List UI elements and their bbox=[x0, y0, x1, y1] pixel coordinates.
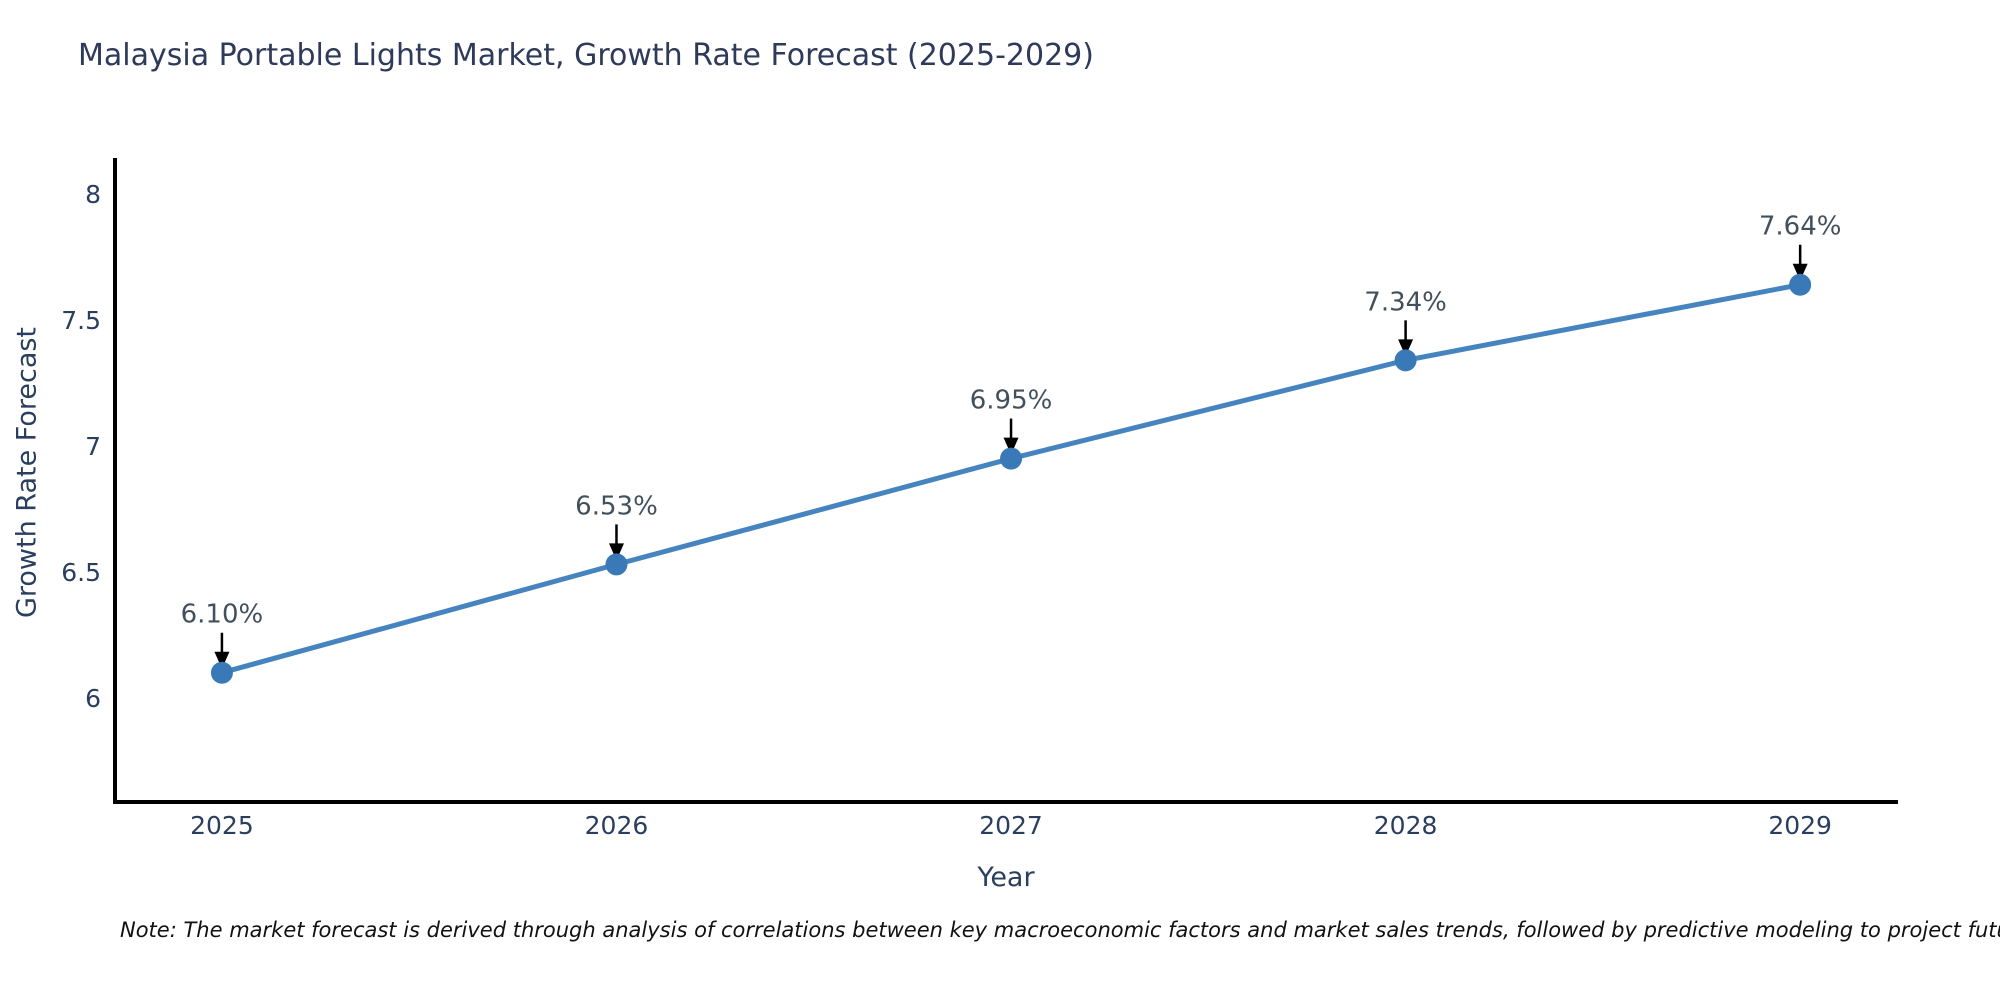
data-point-marker[interactable] bbox=[1000, 447, 1023, 470]
annotation-arrow-head bbox=[608, 543, 624, 561]
y-tick-label: 6 bbox=[85, 684, 101, 713]
annotation-arrow-head bbox=[1792, 263, 1808, 281]
data-point-marker[interactable] bbox=[605, 553, 628, 576]
data-point-marker[interactable] bbox=[210, 661, 233, 684]
x-tick-label: 2026 bbox=[585, 811, 649, 840]
annotation-arrow-head bbox=[214, 651, 230, 669]
line-series bbox=[219, 282, 1803, 676]
y-tick-label: 8 bbox=[85, 180, 101, 209]
y-tick-label: 6.5 bbox=[61, 558, 101, 587]
x-tick-label: 2029 bbox=[1768, 811, 1832, 840]
x-tick-label: 2028 bbox=[1374, 811, 1438, 840]
data-point-label: 6.10% bbox=[181, 600, 264, 630]
data-point-marker[interactable] bbox=[1789, 273, 1812, 296]
x-tick-label: 2025 bbox=[190, 811, 254, 840]
y-tick-label: 7.5 bbox=[61, 306, 101, 335]
annotation-arrow-head bbox=[1003, 437, 1019, 455]
data-point-label: 6.95% bbox=[970, 386, 1053, 416]
data-point-marker[interactable] bbox=[1394, 349, 1417, 372]
y-tick-label: 7 bbox=[85, 432, 101, 461]
data-point-label: 7.34% bbox=[1364, 287, 1447, 317]
data-point-label: 7.64% bbox=[1759, 212, 1842, 242]
chart-title: Malaysia Portable Lights Market, Growth … bbox=[78, 38, 1094, 73]
x-tick-label: 2027 bbox=[979, 811, 1043, 840]
footnote: Note: The market forecast is derived thr… bbox=[120, 918, 2000, 942]
data-point-label: 6.53% bbox=[575, 491, 658, 521]
x-axis-title: Year bbox=[977, 862, 1035, 893]
annotation-arrow-head bbox=[1398, 339, 1414, 357]
